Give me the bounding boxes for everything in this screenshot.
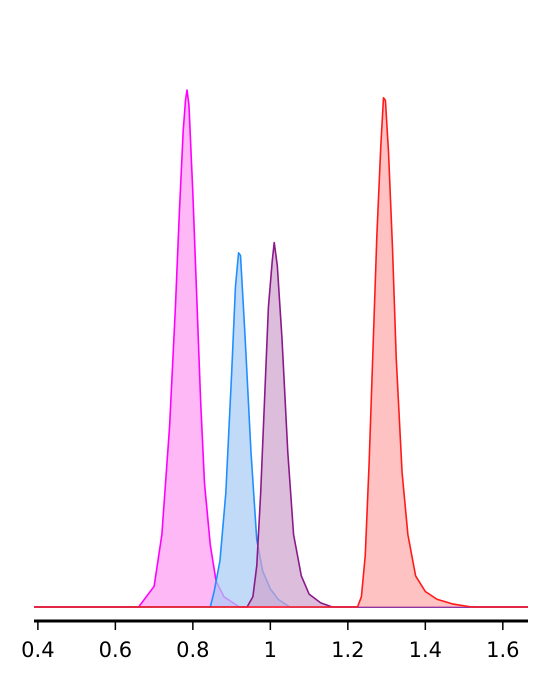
x-tick-label: 1.2: [331, 638, 364, 662]
density-series-3: [34, 241, 528, 608]
x-axis: 0.4 0.6 0.8 1 1.2 1.4 1.6: [21, 619, 528, 662]
density-series-1: [34, 89, 528, 608]
x-tick-label: 0.4: [21, 638, 54, 662]
x-tick-label: 1.6: [486, 638, 519, 662]
density-line-3: [34, 241, 528, 608]
density-line-4: [34, 96, 528, 608]
density-series-4: [34, 96, 528, 608]
x-tick-label: 0.6: [99, 638, 132, 662]
density-areas: [34, 89, 528, 608]
density-area-3: [34, 242, 528, 607]
x-tick-label: 1.4: [409, 638, 442, 662]
x-tick-label: 0.8: [176, 638, 209, 662]
x-tick-label: 1: [264, 638, 277, 662]
density-line-1: [34, 89, 528, 608]
